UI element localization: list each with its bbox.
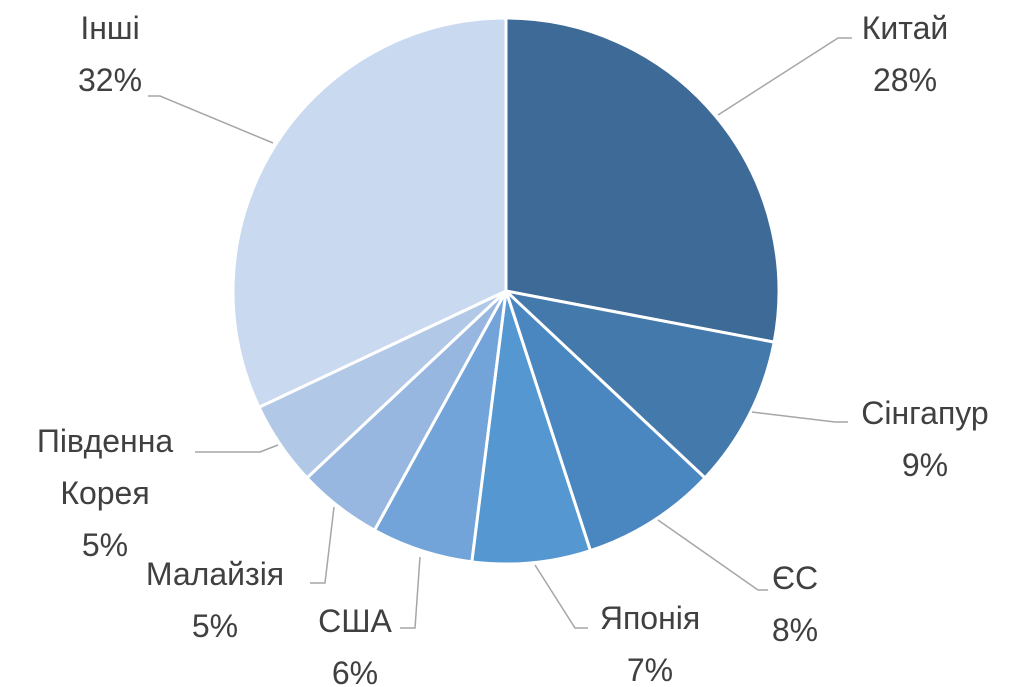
pie-slice <box>501 288 776 481</box>
leader-line <box>400 556 421 629</box>
category-label: Малайзія <box>145 556 285 592</box>
category-label: Китай <box>861 10 949 46</box>
value-label: 8% <box>771 612 819 648</box>
pie-slice <box>470 290 593 566</box>
value-label: 28% <box>872 62 938 98</box>
leader-line <box>657 519 768 591</box>
category-label: Інші <box>80 10 140 46</box>
data-label: США 6% <box>255 595 455 687</box>
leader-line <box>148 95 274 144</box>
pie-slice <box>231 16 508 410</box>
value-label: 9% <box>901 447 949 483</box>
data-label: Інші 32% <box>10 2 210 106</box>
value-label: 5% <box>81 527 129 563</box>
category-label: Південна Корея <box>36 423 174 511</box>
leader-line <box>310 506 335 584</box>
leader-line <box>717 37 852 116</box>
pie-slice <box>504 289 708 553</box>
value-label: 32% <box>77 62 143 98</box>
leader-line <box>751 411 848 423</box>
data-label: Сінгапур 9% <box>825 387 1025 491</box>
leader-line <box>534 564 588 629</box>
category-label: Японія <box>599 600 701 636</box>
data-label: Малайзія 5% <box>115 548 315 652</box>
value-label: 7% <box>626 652 674 687</box>
value-label: 5% <box>191 608 239 644</box>
leader-line <box>195 444 279 453</box>
category-label: Сінгапур <box>861 395 989 431</box>
data-label: Південна Корея 5% <box>15 415 195 571</box>
value-label: 6% <box>331 655 379 687</box>
data-label: ЄС 8% <box>695 552 895 656</box>
data-label: Японія 7% <box>550 592 750 687</box>
category-label: США <box>318 603 392 639</box>
category-label: ЄС <box>771 560 819 596</box>
data-label: Китай 28% <box>805 2 1005 106</box>
pie-slice <box>504 16 781 344</box>
